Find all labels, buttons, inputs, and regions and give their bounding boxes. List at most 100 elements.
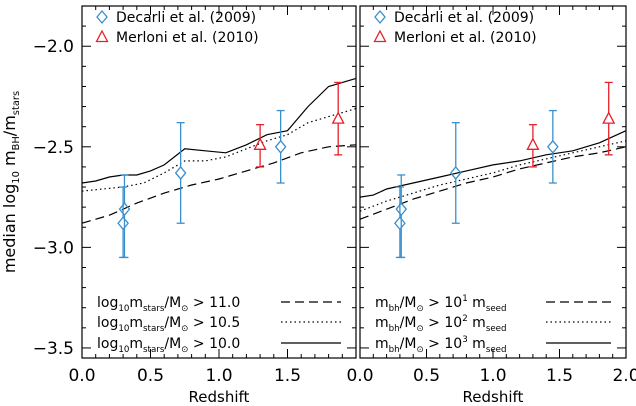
legend-label: Decarli et al. (2009) — [394, 10, 534, 26]
panel-left: 0.0 0.5 1.0 1.5 Redshift −2.0 −2.5 −3.0 −3.5 Deca… — [33, 5, 357, 406]
legend-marker-diamond — [374, 9, 386, 25]
legend-line-label-part: /M — [400, 315, 417, 331]
legend-line-label-part: log — [97, 315, 118, 331]
x-tick-label: 1.5 — [546, 366, 573, 386]
legend-line-label: log10mstars/M⊙ > 11.0 — [97, 295, 240, 314]
legend-line-label-part: stars — [143, 324, 165, 334]
legend-line-label-part: /M — [164, 295, 181, 311]
x-tick-label: 1.5 — [274, 366, 301, 386]
data-point-diamond — [395, 202, 408, 217]
legend-label: Merloni et al. (2010) — [116, 30, 259, 46]
data-point-diamond — [174, 165, 187, 180]
x-tick-label: 0.5 — [413, 366, 440, 386]
legend-line-label-part: stars — [143, 345, 165, 355]
x-tick-label: 1.0 — [479, 366, 506, 386]
data-point-triangle — [253, 137, 267, 150]
y-axis-label-part: m — [0, 150, 19, 171]
legend-line-label-part: m — [468, 295, 486, 311]
legend-line-label-part: seed — [486, 304, 507, 314]
legend-line-label-part: m — [375, 315, 389, 331]
y-tick-label: −3.0 — [33, 238, 74, 258]
legend-line-label-part: m — [129, 336, 143, 352]
y-axis-label-part: median log — [0, 184, 19, 273]
legend-label: Merloni et al. (2010) — [394, 30, 537, 46]
legend-line-label-part: > 10 — [424, 315, 462, 331]
legend-line-label-part: ⊙ — [181, 304, 188, 314]
y-tick-label: −2.0 — [33, 37, 74, 57]
legend-line-label-part: 10 — [118, 324, 129, 334]
panel-right: 0.0 0.5 1.0 1.5 2.0 Redshift Decarli et al. (2… — [346, 5, 636, 406]
y-axis-label-part: BH — [11, 136, 22, 150]
legend-line-label-part: > 11.0 — [188, 295, 240, 311]
legend-line-label-part: 3 — [462, 335, 468, 345]
x-tick-label: 0.0 — [68, 366, 95, 386]
legend-line-label-part: /M — [400, 336, 417, 352]
legend-line-label-part: m — [129, 315, 143, 331]
legend-label: Decarli et al. (2009) — [116, 10, 256, 26]
data-point-triangle — [602, 111, 616, 124]
data-point-diamond — [118, 202, 131, 217]
legend-marker-triangle — [95, 29, 109, 43]
legend-line-label-part: m — [468, 315, 486, 331]
legend-line-label-part: seed — [486, 345, 507, 355]
legend-marker-diamond — [96, 9, 108, 25]
x-tick-label: 2.0 — [612, 366, 636, 386]
y-axis-label: median log10 mBH/mstars — [0, 91, 22, 273]
data-point-diamond — [274, 139, 287, 154]
legend-line-label-part: bh — [389, 324, 400, 334]
legend-line-label-part: > 10.5 — [188, 315, 240, 331]
data-point-diamond — [449, 165, 462, 180]
legend-line-label: mbh/M⊙ > 103 mseed — [375, 335, 507, 355]
legend-line-label-part: 1 — [462, 294, 468, 304]
series-line-dotted — [81, 108, 357, 192]
legend-line-label-part: ⊙ — [181, 324, 188, 334]
legend-line-label-part: ⊙ — [181, 345, 188, 355]
legend-line-label-part: log — [97, 295, 118, 311]
legend-line-label-part: m — [375, 336, 389, 352]
y-tick-label: −3.5 — [33, 339, 74, 359]
series-line-solid — [359, 130, 627, 198]
legend-line-label-part: ⊙ — [416, 304, 423, 314]
x-tick-label: 1.0 — [205, 366, 232, 386]
legend-line-label-part: 10 — [118, 304, 129, 314]
data-point-diamond — [547, 139, 559, 154]
legend-line-label-part: stars — [143, 304, 165, 314]
legend-line-label-part: > 10.0 — [188, 336, 240, 352]
legend-marker-triangle — [373, 29, 387, 43]
legend-line-label-part: /M — [164, 336, 181, 352]
y-axis-label-part: stars — [11, 91, 22, 115]
legend-line-label-part: seed — [486, 324, 507, 334]
legend-line-label-part: m — [375, 295, 389, 311]
legend-line-label-part: 2 — [462, 314, 468, 324]
x-axis-label: Redshift — [463, 388, 524, 406]
legend-line-label-part: 10 — [118, 345, 129, 355]
legend-line-label-part: log — [97, 336, 118, 352]
series-line-dotted — [359, 140, 627, 212]
data-point-triangle — [526, 137, 540, 150]
legend-line-label-part: /M — [164, 315, 181, 331]
legend-line-label: log10mstars/M⊙ > 10.0 — [97, 336, 240, 355]
legend-line-label-part: bh — [389, 304, 400, 314]
legend-line-label-part: /M — [400, 295, 417, 311]
series-line-solid — [81, 77, 357, 184]
series-line-dashed — [359, 146, 627, 220]
x-tick-label: 0.5 — [137, 366, 164, 386]
legend-line-label: mbh/M⊙ > 101 mseed — [375, 294, 507, 314]
data-point-diamond — [394, 216, 406, 231]
legend-line-label-part: > 10 — [424, 295, 462, 311]
data-point-triangle — [331, 111, 345, 124]
legend-line-label-part: bh — [389, 345, 400, 355]
data-point-diamond — [117, 216, 129, 231]
x-axis-label: Redshift — [189, 388, 250, 406]
legend-line-label-part: m — [468, 336, 486, 352]
legend-line-label-part: ⊙ — [416, 345, 423, 355]
legend-line-label-part: ⊙ — [416, 324, 423, 334]
y-tick-label: −2.5 — [33, 138, 74, 158]
legend-line-label-part: m — [129, 295, 143, 311]
legend-line-label-part: > 10 — [424, 336, 462, 352]
x-tick-label: 0.0 — [346, 366, 373, 386]
y-axis-label-part: /m — [0, 115, 19, 136]
legend-line-label: log10mstars/M⊙ > 10.5 — [97, 315, 240, 334]
legend-line-label: mbh/M⊙ > 102 mseed — [375, 314, 507, 334]
